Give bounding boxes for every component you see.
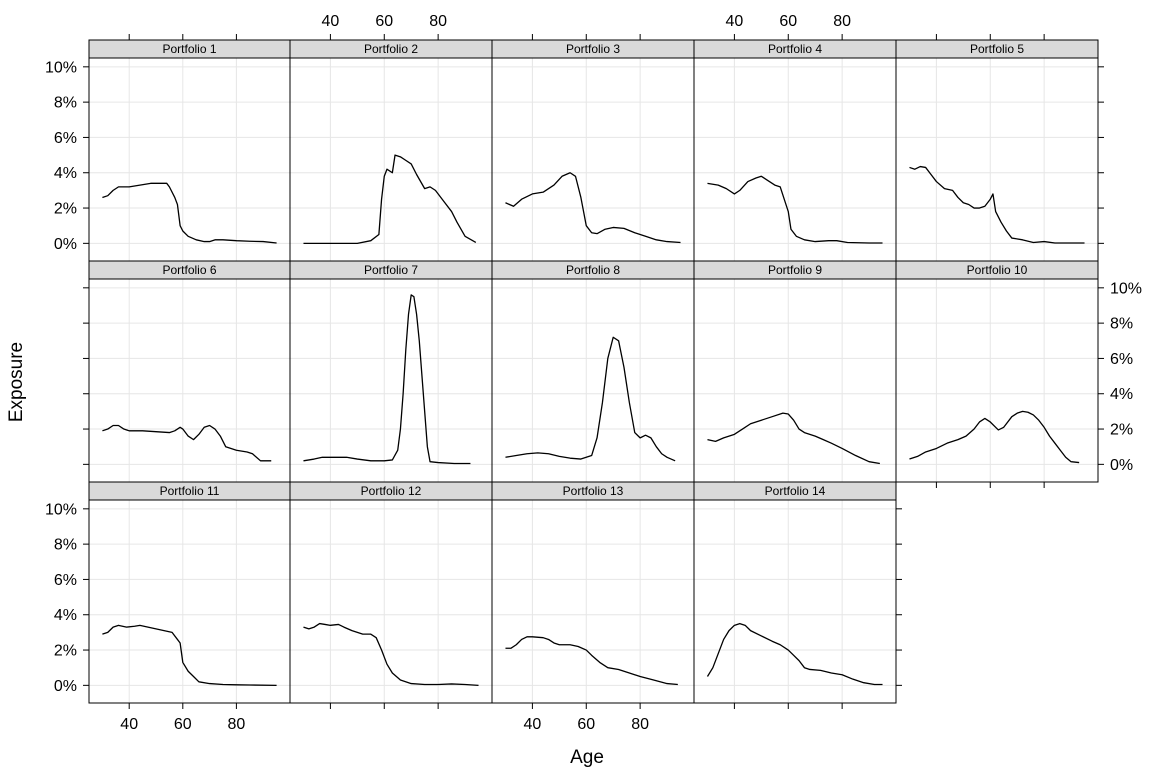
axis-layer: 0% 2% 4% 6% 8% 10% 40 60 80 40 60 80 0% 2% 4% 6% 8% 10% 40… bbox=[6, 13, 1142, 768]
y-tick-label: 4% bbox=[1110, 386, 1133, 403]
series-line-8 bbox=[505, 336, 676, 462]
series-line-10 bbox=[909, 410, 1080, 464]
panel-strip-label: Portfolio 1 bbox=[162, 42, 216, 56]
panel-frame bbox=[693, 499, 897, 704]
y-tick-label: 6% bbox=[54, 572, 77, 589]
panel-frame bbox=[693, 57, 897, 262]
x-tick-label: 80 bbox=[833, 13, 851, 30]
x-tick-label: 40 bbox=[524, 716, 542, 733]
panel-strip-label: Portfolio 3 bbox=[566, 42, 620, 56]
x-tick-label: 40 bbox=[322, 13, 340, 30]
panel-frame bbox=[895, 57, 1099, 262]
x-tick-label: 80 bbox=[429, 13, 447, 30]
panel-strip-label: Portfolio 9 bbox=[768, 263, 822, 277]
series-line-9 bbox=[707, 412, 880, 465]
series-layer bbox=[102, 154, 1085, 686]
y-tick-label: 6% bbox=[54, 130, 77, 147]
series-line-14 bbox=[706, 622, 883, 686]
x-tick-label: 80 bbox=[228, 716, 246, 733]
series-line-3 bbox=[505, 172, 681, 244]
panel-strip-label: Portfolio 11 bbox=[160, 484, 220, 498]
series-line-7 bbox=[303, 294, 471, 465]
y-tick-label: 8% bbox=[1110, 316, 1133, 333]
x-tick-label: 60 bbox=[174, 716, 192, 733]
panel-strip-label: Portfolio 14 bbox=[765, 484, 826, 498]
panel-frame bbox=[693, 278, 897, 483]
x-tick-label: 80 bbox=[631, 716, 649, 733]
series-line-13 bbox=[505, 636, 678, 686]
series-line-4 bbox=[707, 175, 883, 244]
panel-strip-label: Portfolio 10 bbox=[967, 263, 1028, 277]
series-line-2 bbox=[303, 154, 477, 244]
series-line-6 bbox=[102, 424, 272, 462]
y-tick-label: 4% bbox=[54, 165, 77, 182]
y-tick-label: 10% bbox=[45, 59, 77, 76]
y-axis-title: Exposure bbox=[6, 342, 27, 422]
x-tick-label: 60 bbox=[375, 13, 393, 30]
x-axis-title: Age bbox=[570, 747, 604, 768]
y-tick-label: 2% bbox=[54, 201, 77, 218]
y-tick-label: 8% bbox=[54, 537, 77, 554]
panel-strip-label: Portfolio 13 bbox=[563, 484, 624, 498]
y-tick-label: 10% bbox=[1110, 280, 1142, 297]
y-tick-label: 4% bbox=[54, 607, 77, 624]
x-tick-label: 40 bbox=[726, 13, 744, 30]
y-tick-label: 0% bbox=[54, 678, 77, 695]
series-line-1 bbox=[102, 182, 277, 244]
series-line-5 bbox=[909, 165, 1085, 244]
panel-frame bbox=[289, 499, 493, 704]
y-tick-label: 8% bbox=[54, 95, 77, 112]
series-line-12 bbox=[303, 622, 479, 686]
x-tick-label: 40 bbox=[120, 716, 138, 733]
y-tick-label: 0% bbox=[1110, 457, 1133, 474]
panel-frame bbox=[289, 278, 493, 483]
y-tick-label: 2% bbox=[54, 643, 77, 660]
panel-frame bbox=[88, 57, 291, 262]
y-tick-label: 6% bbox=[1110, 351, 1133, 368]
panel-strip-label: Portfolio 2 bbox=[364, 42, 418, 56]
frame-layer: Portfolio 1 Portfolio 2 Portfolio 3 Portfol… bbox=[88, 39, 1099, 704]
panel-frame bbox=[491, 499, 695, 704]
panel-strip-label: Portfolio 6 bbox=[162, 263, 216, 277]
y-tick-label: 10% bbox=[45, 501, 77, 518]
panel-frame bbox=[88, 278, 291, 483]
panel-strip-label: Portfolio 8 bbox=[566, 263, 620, 277]
x-tick-label: 60 bbox=[779, 13, 797, 30]
series-line-11 bbox=[102, 624, 277, 686]
y-tick-label: 0% bbox=[54, 236, 77, 253]
grid-layer bbox=[89, 58, 1098, 703]
panel-frame bbox=[491, 57, 695, 262]
panel-strip-label: Portfolio 5 bbox=[970, 42, 1024, 56]
panel-strip-label: Portfolio 7 bbox=[364, 263, 418, 277]
panel-strip-label: Portfolio 4 bbox=[768, 42, 822, 56]
x-tick-label: 60 bbox=[577, 716, 595, 733]
panel-frame bbox=[895, 278, 1099, 483]
y-tick-label: 2% bbox=[1110, 422, 1133, 439]
panel-strip-label: Portfolio 12 bbox=[361, 484, 422, 498]
